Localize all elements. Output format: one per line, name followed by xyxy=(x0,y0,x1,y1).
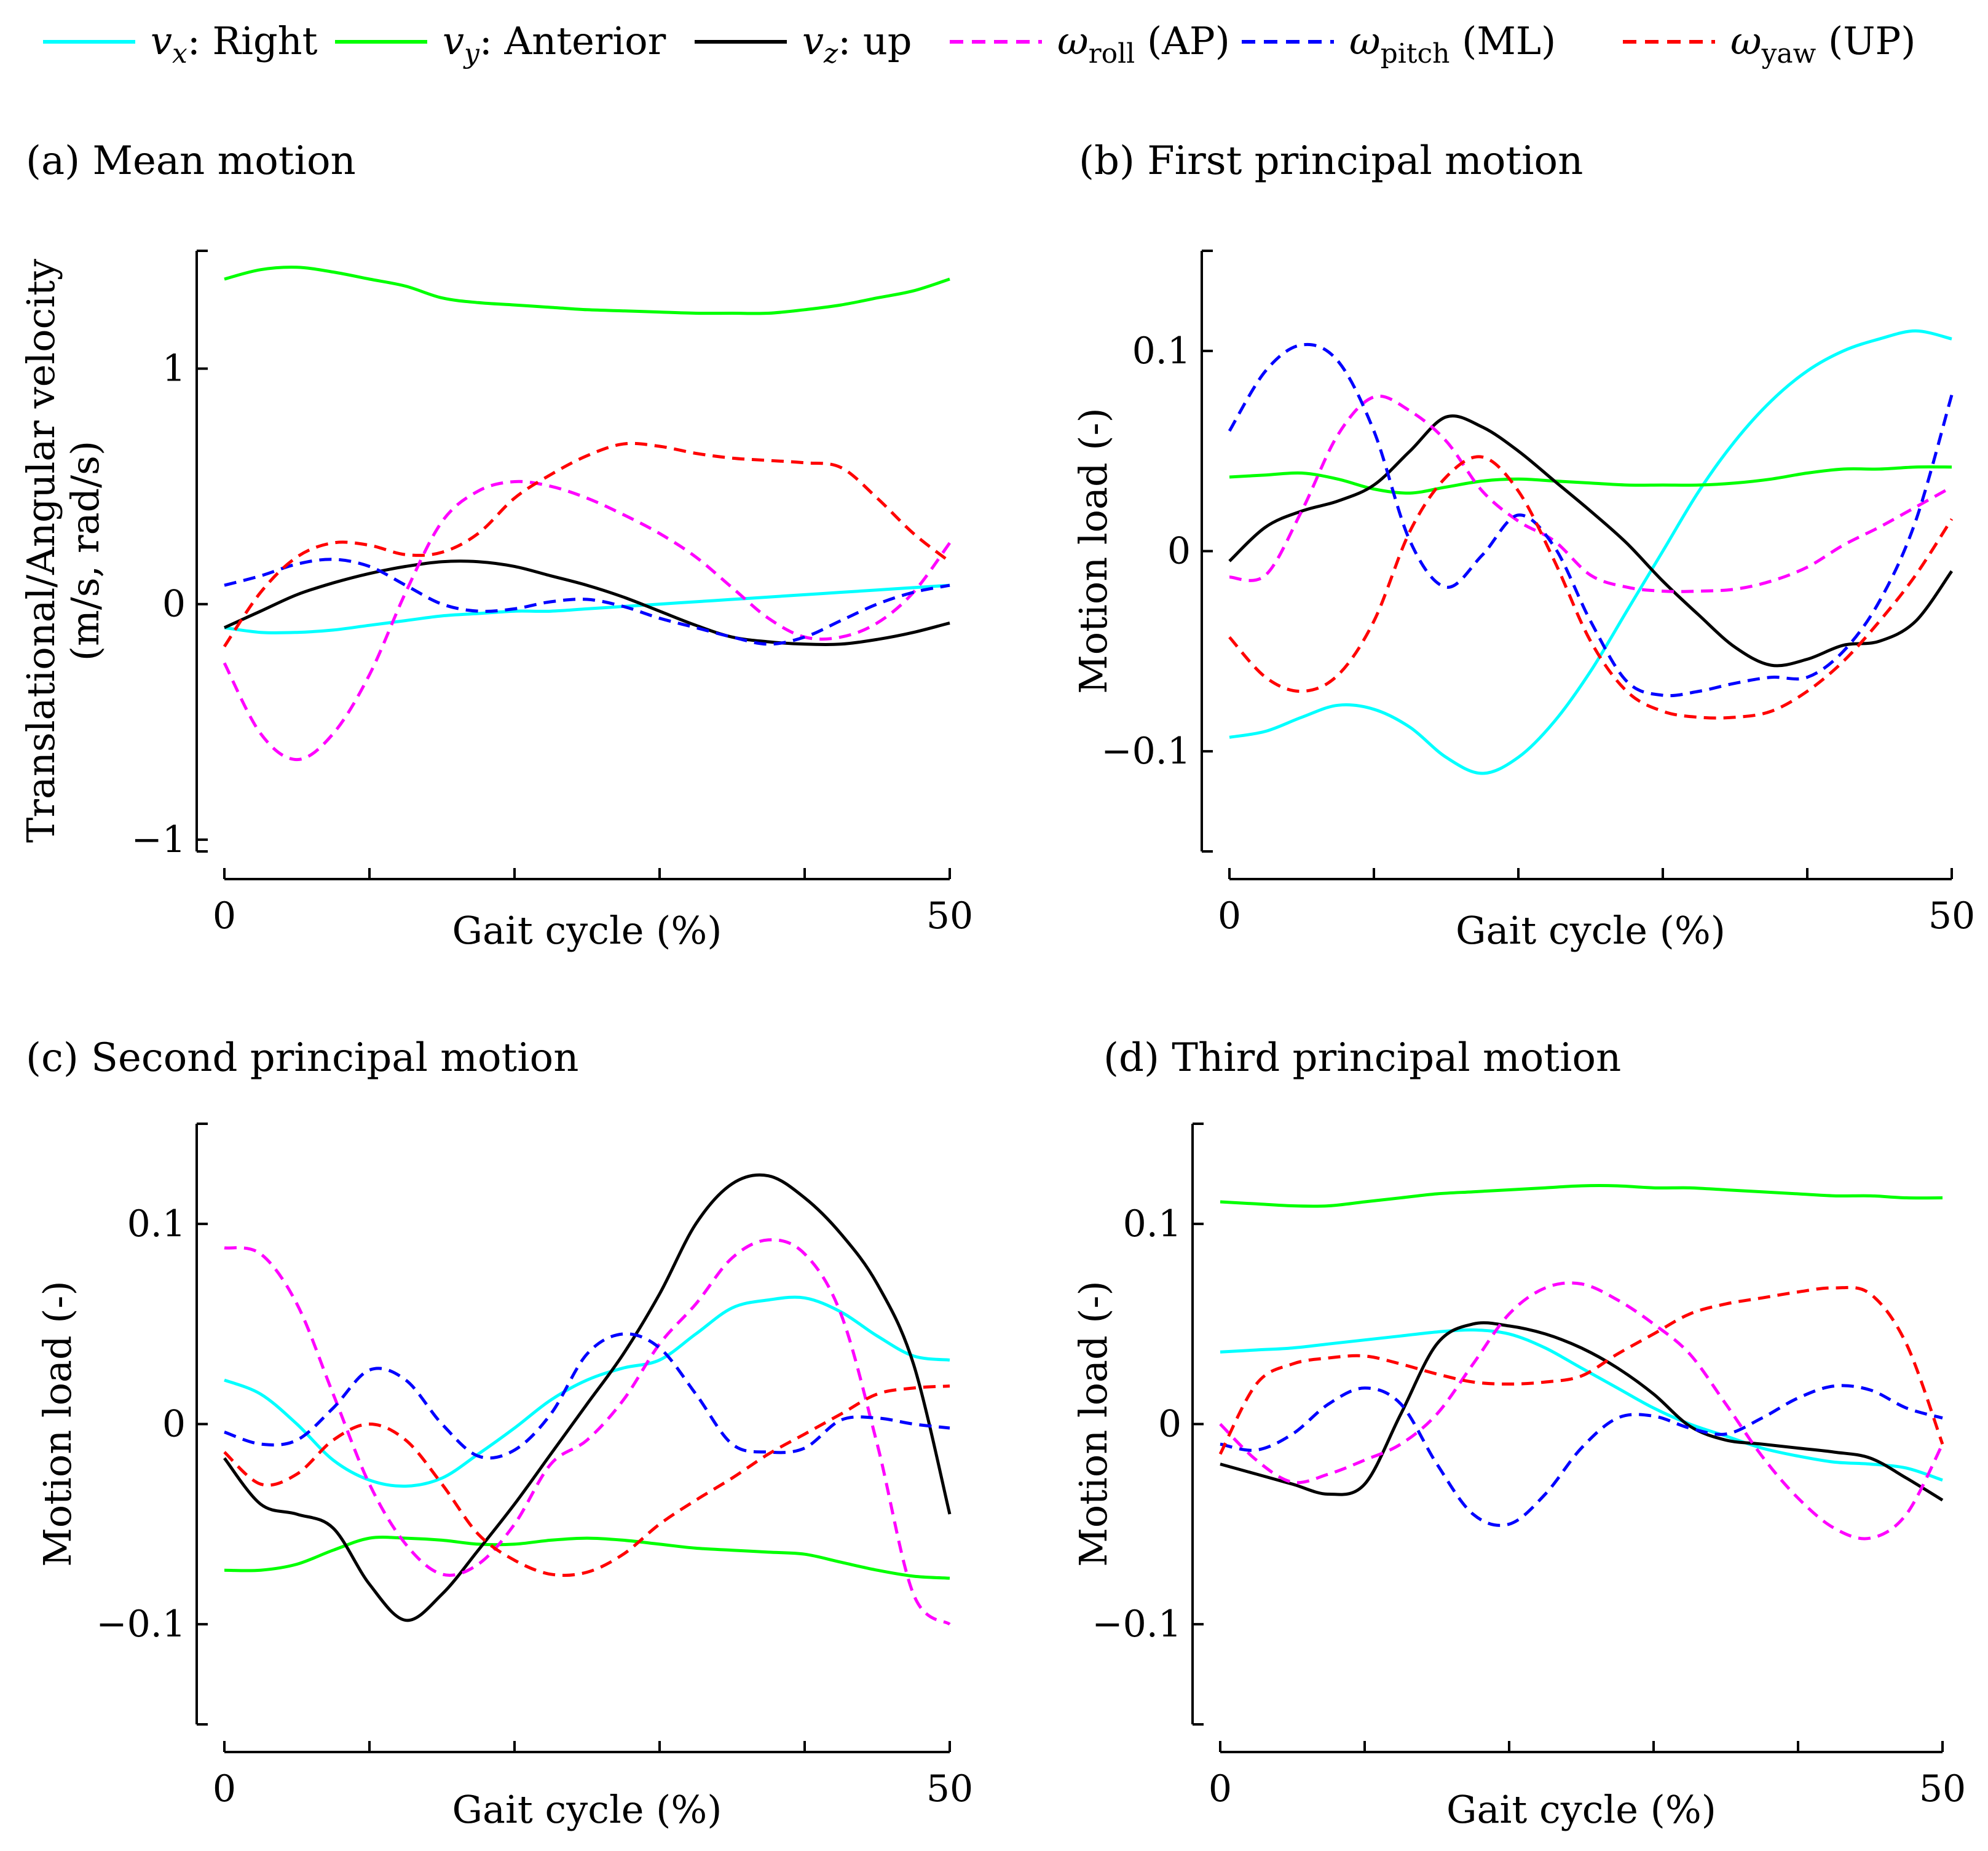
series-line-wpitch xyxy=(1228,342,1954,698)
x-tick-label: 50 xyxy=(926,1767,973,1810)
legend-label-wyaw: ωyaw (UP) xyxy=(1730,18,1915,69)
series-line-vx xyxy=(1229,329,1952,775)
legend-subscript: z xyxy=(823,38,838,69)
series-line-wpitch xyxy=(1220,1384,1943,1527)
legend-symbol: v xyxy=(443,18,464,63)
y-tick-label: 0 xyxy=(1158,1403,1181,1446)
x-tick-label: 50 xyxy=(926,894,973,937)
series-line-vy xyxy=(1229,465,1952,495)
series-line-wroll xyxy=(1229,394,1953,593)
panel-title: (d) Third principal motion xyxy=(1103,1035,1621,1081)
series-line-vx xyxy=(224,583,950,634)
x-tick-label: 0 xyxy=(213,1767,236,1810)
legend-label-wpitch: ωpitch (ML) xyxy=(1349,18,1556,69)
legend-entry-wpitch: ωpitch (ML) xyxy=(1242,18,1556,69)
y-axis-label: Motion load (-) xyxy=(1071,408,1116,693)
y-tick-label: 0 xyxy=(162,583,186,626)
legend-label-vy: vy: Anterior xyxy=(443,18,666,69)
y-tick-label: −0.1 xyxy=(1101,730,1191,773)
legend-symbol: ω xyxy=(1730,18,1762,63)
x-axis-label: Gait cycle (%) xyxy=(452,1787,722,1832)
panel-title: (b) First principal motion xyxy=(1079,138,1583,184)
legend-label-vz: vz: up xyxy=(802,18,912,69)
legend-entry-wyaw: ωyaw (UP) xyxy=(1623,18,1915,69)
series-line-wroll xyxy=(1219,1281,1944,1541)
legend-symbol: ω xyxy=(1057,18,1089,63)
panels: (a) Mean motion −1 0 1 0 50 Gait cycle (%) Tran… xyxy=(18,138,1975,1832)
series-line-vx xyxy=(1220,1328,1943,1482)
legend-text: (AP) xyxy=(1135,18,1230,63)
panel-c: (c) Second principal motion −0.1 0 0.1 0 50 Ga… xyxy=(26,1035,973,1832)
panel-title: (a) Mean motion xyxy=(26,138,356,184)
series-line-vy xyxy=(224,266,950,315)
legend-subscript: x xyxy=(172,38,187,69)
panel-d: (d) Third principal motion −0.1 0 0.1 0 50 Gai… xyxy=(1071,1035,1966,1832)
panel-b: (b) First principal motion −0.1 0 0.1 0 50 Gai… xyxy=(1071,138,1975,953)
series-group xyxy=(1228,329,1954,775)
y-tick-label: 0 xyxy=(1167,530,1191,573)
panel-a: (a) Mean motion −1 0 1 0 50 Gait cycle (%) Tran… xyxy=(18,138,973,953)
legend: vx: Right vy: Anterior vz: up ωroll (AP) ωpi… xyxy=(43,18,1915,69)
x-axis-label: Gait cycle (%) xyxy=(1446,1787,1716,1832)
x-tick-label: 0 xyxy=(213,894,236,937)
y-axis-label: Motion load (-) xyxy=(1071,1281,1116,1566)
series-line-vy xyxy=(224,1536,950,1580)
series-line-vz xyxy=(1220,1321,1944,1502)
y-axis-label: Translational/Angular velocity xyxy=(18,259,63,843)
legend-subscript: y xyxy=(463,38,480,69)
series-line-vx xyxy=(224,1295,950,1488)
y-tick-label: 0.1 xyxy=(127,1202,186,1245)
y-tick-label: −1 xyxy=(132,818,186,861)
series-line-wyaw xyxy=(1218,1285,1944,1455)
legend-entry-vy: vy: Anterior xyxy=(335,18,666,69)
series-line-wyaw xyxy=(223,1384,950,1577)
legend-entry-wroll: ωroll (AP) xyxy=(950,18,1230,69)
y-axis-label: (m/s, rad/s) xyxy=(63,441,108,661)
x-axis-label: Gait cycle (%) xyxy=(452,908,722,953)
series-line-wyaw xyxy=(1228,455,1954,720)
legend-label-vx: vx: Right xyxy=(151,18,318,69)
series-line-vz xyxy=(223,559,950,647)
legend-text: : Right xyxy=(187,18,318,63)
legend-entry-vz: vz: up xyxy=(695,18,912,69)
legend-subscript: roll xyxy=(1089,38,1135,69)
legend-subscript: yaw xyxy=(1761,38,1816,69)
legend-symbol: v xyxy=(151,18,172,63)
series-line-vy xyxy=(1220,1184,1943,1208)
y-tick-label: 1 xyxy=(162,347,186,390)
x-tick-label: 0 xyxy=(1209,1767,1232,1810)
panel-title: (c) Second principal motion xyxy=(26,1035,578,1081)
x-axis-label: Gait cycle (%) xyxy=(1456,908,1726,953)
series-line-wyaw xyxy=(223,441,951,648)
legend-entry-vx: vx: Right xyxy=(43,18,318,69)
series-group xyxy=(1218,1184,1944,1541)
legend-text: (ML) xyxy=(1450,18,1556,63)
y-tick-label: 0 xyxy=(162,1403,186,1446)
series-line-wpitch xyxy=(224,1332,950,1460)
legend-label-wroll: ωroll (AP) xyxy=(1057,18,1230,69)
series-line-wroll xyxy=(224,1238,951,1626)
y-axis-label: Motion load (-) xyxy=(35,1281,80,1566)
legend-symbol: ω xyxy=(1349,18,1381,63)
series-line-wroll xyxy=(223,480,952,762)
series-line-vz xyxy=(223,1173,952,1622)
y-tick-label: 0.1 xyxy=(1132,330,1191,373)
series-group xyxy=(223,266,952,762)
legend-text: (UP) xyxy=(1816,18,1915,63)
y-tick-label: −0.1 xyxy=(1092,1603,1181,1646)
legend-text: : Anterior xyxy=(479,18,666,63)
x-tick-label: 50 xyxy=(1928,894,1975,937)
series-group xyxy=(223,1173,952,1626)
legend-symbol: v xyxy=(802,18,824,63)
legend-subscript: pitch xyxy=(1381,38,1450,69)
series-line-wpitch xyxy=(224,558,950,646)
series-line-vz xyxy=(1228,414,1954,668)
legend-text: : up xyxy=(838,18,912,63)
x-tick-label: 50 xyxy=(1919,1767,1966,1810)
y-tick-label: −0.1 xyxy=(96,1603,186,1646)
y-tick-label: 0.1 xyxy=(1123,1202,1181,1245)
x-tick-label: 0 xyxy=(1218,894,1241,937)
